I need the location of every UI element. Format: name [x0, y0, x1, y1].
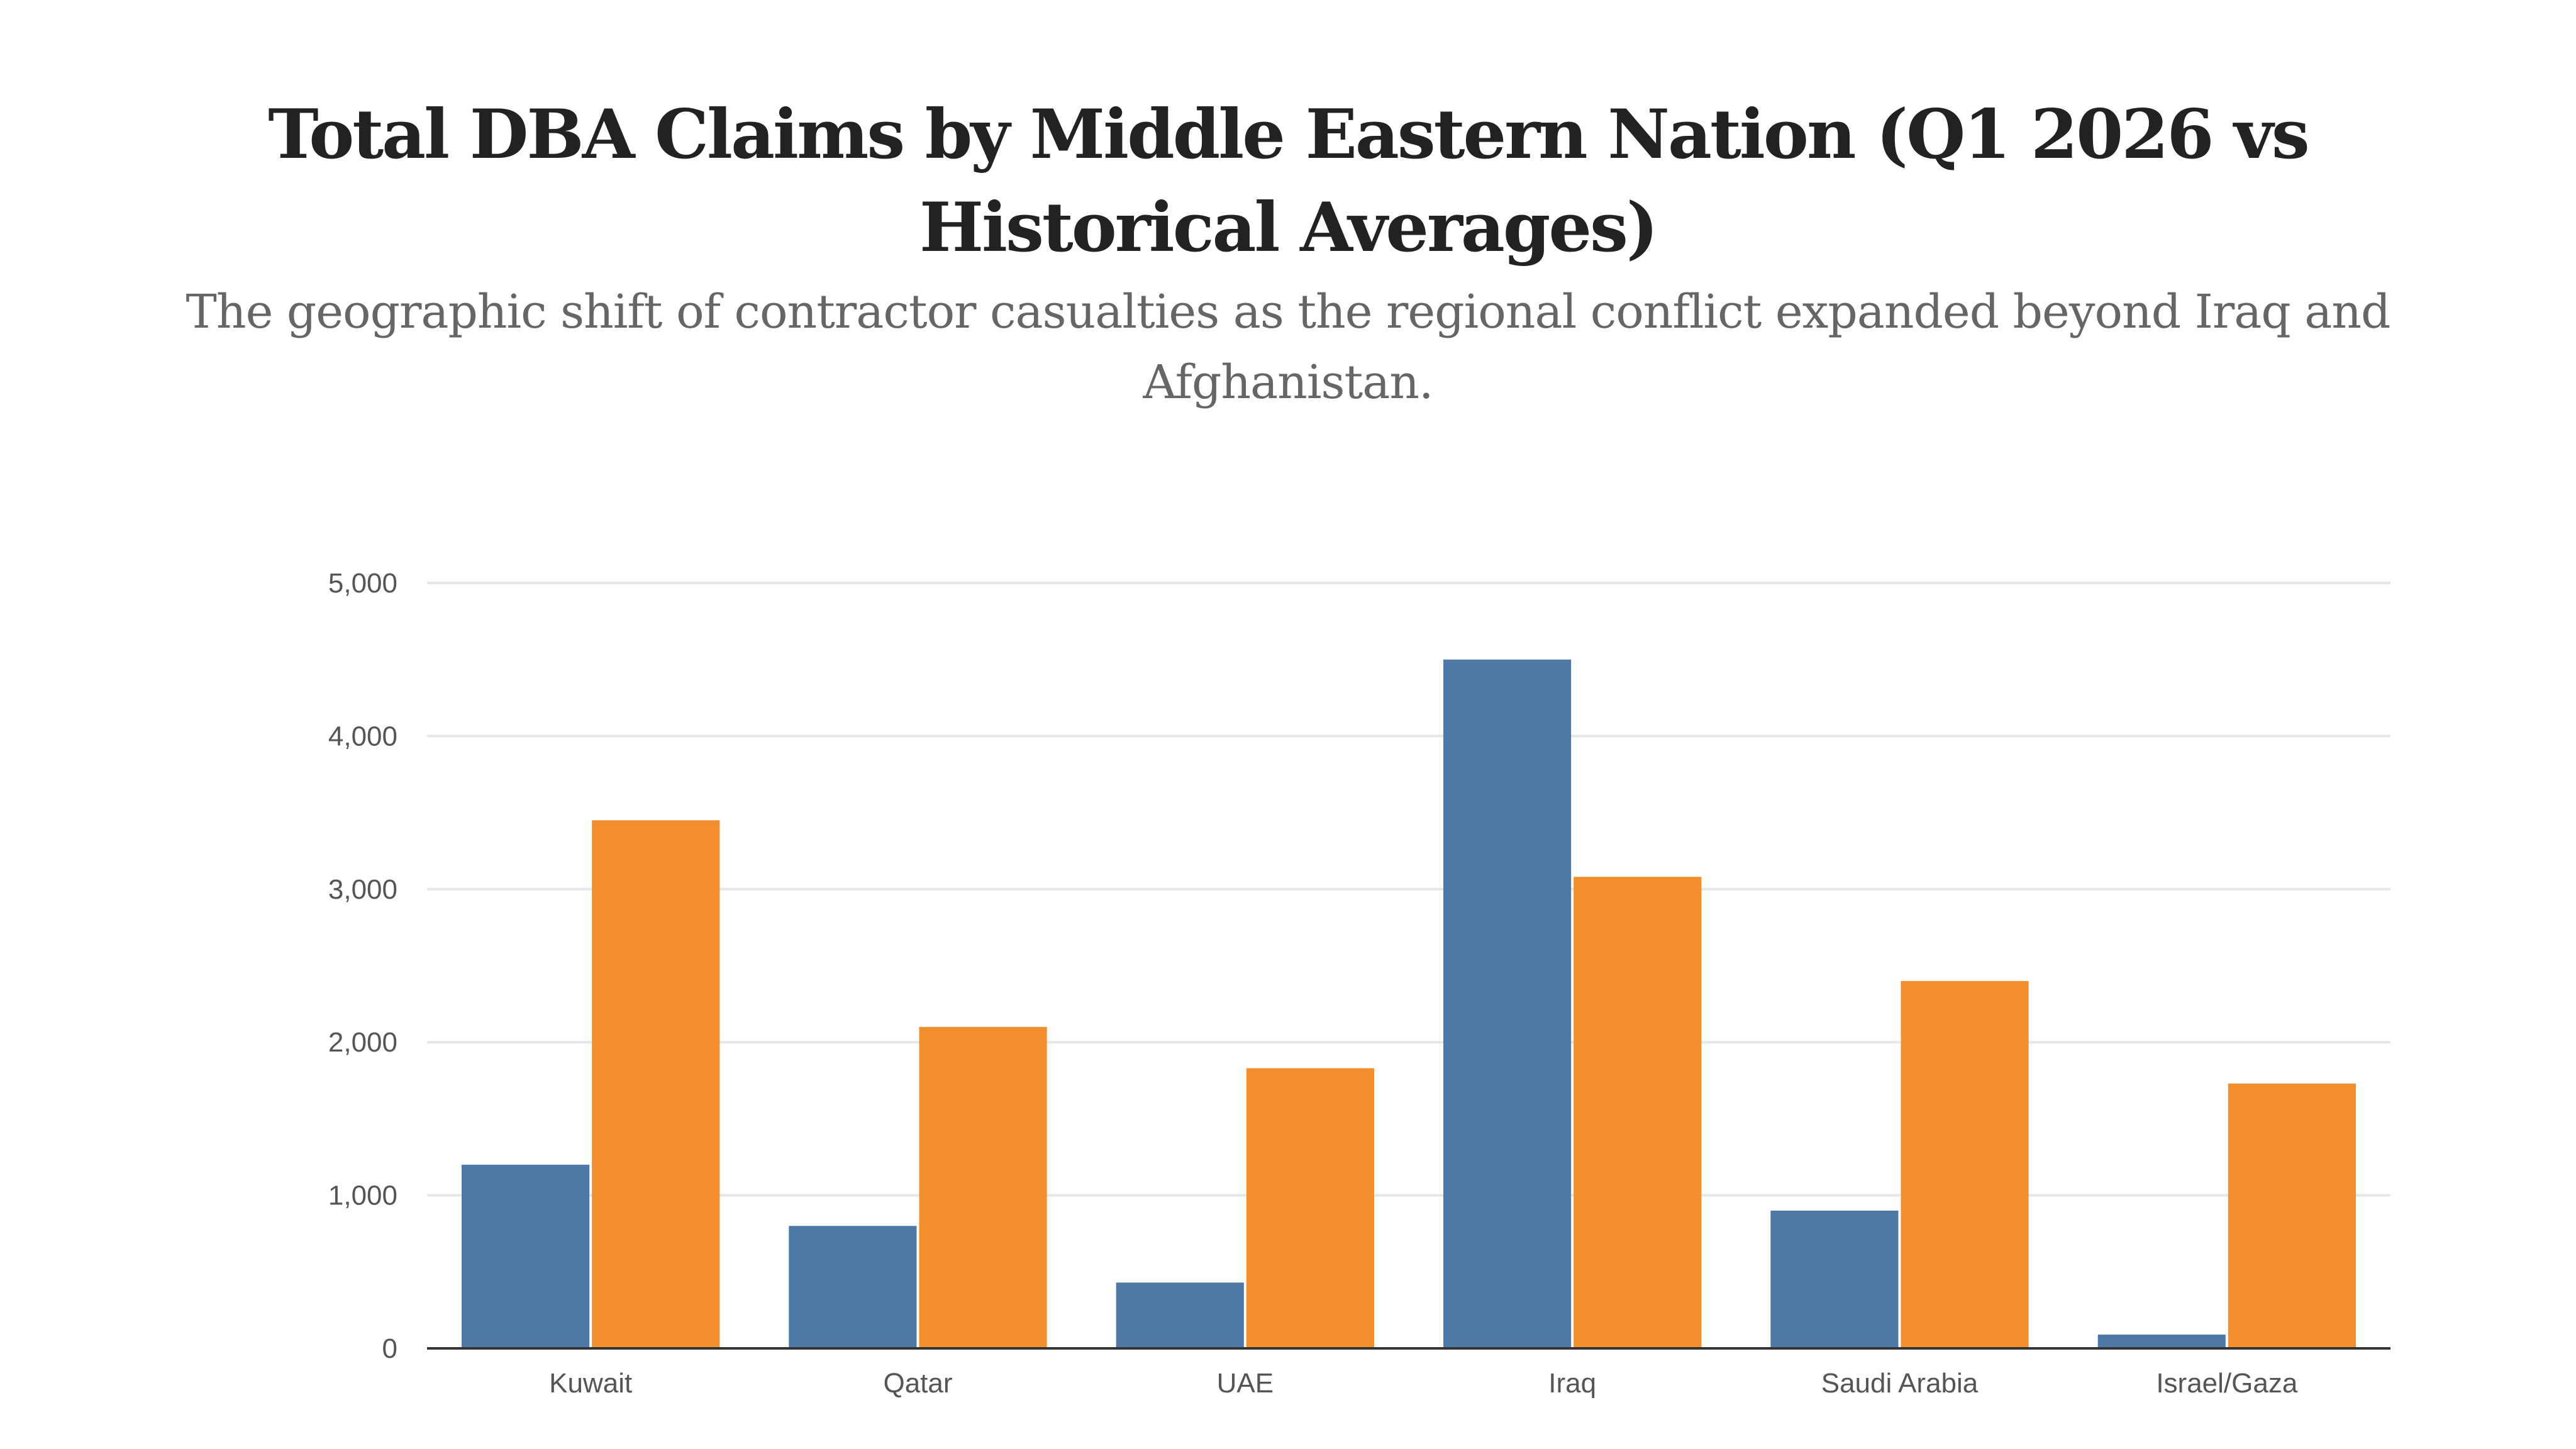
bar-saudi-arabia-series-1 — [1770, 1210, 1899, 1348]
x-tick-label: Iraq — [1548, 1368, 1596, 1399]
x-tick-label: UAE — [1217, 1368, 1274, 1399]
x-tick-label: Saudi Arabia — [1821, 1368, 1979, 1399]
x-tick-label: Kuwait — [549, 1368, 632, 1399]
y-tick-label: 0 — [382, 1333, 397, 1364]
y-tick-label: 4,000 — [328, 721, 397, 752]
y-tick-label: 3,000 — [328, 874, 397, 905]
bar-uae-series-1 — [1116, 1282, 1244, 1348]
y-tick-label: 1,000 — [328, 1180, 397, 1211]
bar-israel-gaza-series-2 — [2228, 1083, 2356, 1348]
gridlines — [427, 582, 2390, 1197]
bar-qatar-series-2 — [919, 1026, 1047, 1348]
x-tick-label: Israel/Gaza — [2156, 1368, 2298, 1399]
chart-subtitle: The geographic shift of contractor casua… — [186, 285, 2391, 409]
bars — [462, 659, 2356, 1348]
bar-iraq-series-2 — [1574, 877, 1702, 1348]
bar-uae-series-2 — [1246, 1068, 1374, 1348]
bar-saudi-arabia-series-2 — [1901, 980, 2029, 1348]
bar-kuwait-series-1 — [462, 1164, 590, 1348]
bar-israel-gaza-series-1 — [2097, 1335, 2226, 1348]
y-axis-ticks: 0 1,000 2,000 3,000 4,000 5,000 — [328, 568, 397, 1364]
y-tick-label: 2,000 — [328, 1027, 397, 1058]
y-tick-label: 5,000 — [328, 568, 397, 599]
x-axis-ticks: Kuwait Qatar UAE Iraq Saudi Arabia Israel/Gaz… — [549, 1368, 2298, 1399]
bar-qatar-series-1 — [789, 1226, 917, 1348]
bar-kuwait-series-2 — [592, 820, 720, 1348]
bar-iraq-series-1 — [1443, 659, 1572, 1348]
x-tick-label: Qatar — [883, 1368, 952, 1399]
chart-title: Total DBA Claims by Middle Eastern Natio… — [268, 95, 2309, 267]
